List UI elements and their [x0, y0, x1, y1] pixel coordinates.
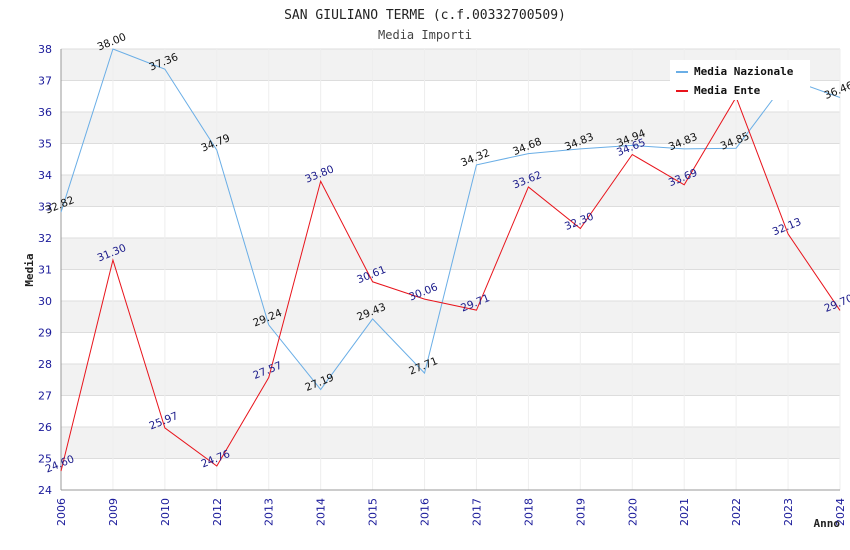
- y-tick-label: 31: [38, 264, 52, 277]
- legend: Media Nazionale Media Ente: [670, 60, 810, 100]
- y-tick-label: 35: [38, 138, 52, 151]
- data-label-ente: 30.06: [407, 281, 440, 304]
- data-label-nazionale: 36.46: [823, 79, 850, 102]
- legend-background: [670, 60, 810, 100]
- y-tick-label: 26: [38, 421, 52, 434]
- y-tick-label: 37: [38, 75, 52, 88]
- grid-band: [61, 301, 840, 333]
- y-tick-label: 33: [38, 201, 52, 214]
- x-tick-label: 2020: [626, 498, 639, 526]
- chart-subtitle: Media Importi: [378, 28, 472, 42]
- y-axis-label: Media: [23, 253, 36, 286]
- y-tick-label: 29: [38, 327, 52, 340]
- grid-band: [61, 175, 840, 207]
- x-tick-label: 2018: [522, 498, 535, 526]
- x-tick-label: 2012: [211, 498, 224, 526]
- x-tick-label: 2006: [55, 498, 68, 526]
- grid-band: [61, 112, 840, 144]
- x-tick-label: 2014: [315, 498, 328, 526]
- x-tick-label: 2019: [574, 498, 587, 526]
- y-tick-label: 28: [38, 358, 52, 371]
- y-tick-label: 24: [38, 484, 52, 497]
- data-label-ente: 32.13: [771, 216, 803, 238]
- x-tick-label: 2017: [470, 498, 483, 526]
- x-tick-label: 2010: [159, 498, 172, 526]
- x-tick-label: 2015: [367, 498, 380, 526]
- y-tick-label: 27: [38, 390, 52, 403]
- series-line-nazionale: [60, 48, 841, 391]
- grid-band: [61, 364, 840, 396]
- x-tick-label: 2024: [834, 498, 847, 526]
- y-tick-label: 32: [38, 232, 52, 245]
- x-tick-label: 2013: [263, 498, 276, 526]
- grid-band: [61, 427, 840, 459]
- y-tick-label: 30: [38, 295, 52, 308]
- x-tick-label: 2016: [419, 498, 432, 526]
- x-tick-label: 2023: [782, 498, 795, 526]
- legend-label-ente: Media Ente: [694, 84, 761, 97]
- data-label-ente: 32.30: [563, 211, 595, 233]
- data-label-nazionale: 34.32: [459, 147, 491, 169]
- y-tick-label: 38: [38, 43, 52, 56]
- legend-label-nazionale: Media Nazionale: [694, 65, 794, 78]
- x-axis-label: Anno: [814, 517, 841, 530]
- data-label-nazionale: 32.82: [44, 194, 76, 216]
- x-tick-label: 2022: [730, 498, 743, 526]
- y-tick-label: 34: [38, 169, 52, 182]
- y-tick-label: 36: [38, 106, 52, 119]
- chart-title: SAN GIULIANO TERME (c.f.00332700509): [284, 8, 566, 23]
- x-tick-label: 2021: [678, 498, 691, 526]
- grid-band: [61, 238, 840, 270]
- x-tick-label: 2009: [107, 498, 120, 526]
- y-tick-label: 25: [38, 453, 52, 466]
- series-line-ente: [60, 96, 841, 472]
